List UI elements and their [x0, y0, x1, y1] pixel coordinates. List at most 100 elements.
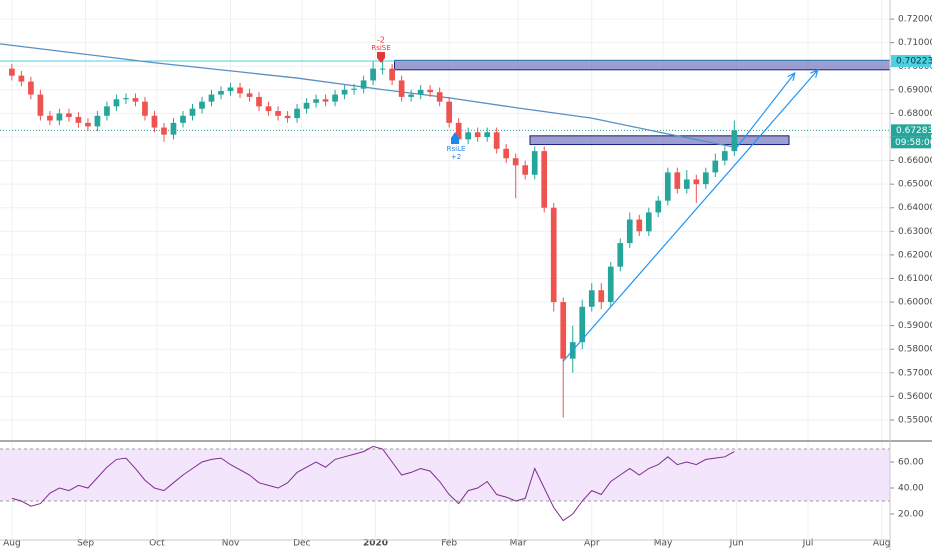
- candle-body: [731, 130, 738, 152]
- x-tick-label: 2020: [363, 539, 388, 549]
- candle-body: [465, 132, 472, 140]
- x-tick-label: Jun: [729, 539, 744, 549]
- candle-body: [9, 68, 15, 76]
- candle-body: [522, 165, 529, 175]
- trend-line: [562, 69, 819, 363]
- y-tick-label: 0.56000: [898, 392, 932, 402]
- candle-body: [265, 106, 272, 112]
- y-tick-label: 0.72000: [898, 15, 932, 25]
- y-tick-label: 0.61000: [898, 274, 932, 284]
- annotation: -2: [377, 36, 385, 45]
- candle-body: [303, 102, 310, 109]
- candle-body: [588, 290, 595, 307]
- countdown: 09:58:00: [895, 138, 932, 148]
- y-tick-label: 60.00: [898, 458, 924, 468]
- candle-body: [322, 99, 329, 102]
- candle-body: [294, 108, 300, 119]
- arrow-head: [787, 72, 796, 82]
- candle-body: [56, 113, 63, 121]
- candle-body: [123, 98, 129, 100]
- candle-body: [446, 101, 453, 123]
- candle-body: [161, 127, 167, 135]
- candle-body: [560, 302, 567, 359]
- supply-zone: [393, 59, 890, 71]
- x-tick-label: Mar: [510, 539, 527, 549]
- candle-body: [94, 115, 101, 127]
- candle-body: [208, 94, 215, 102]
- candle-body: [218, 91, 224, 95]
- candle-body: [37, 94, 44, 116]
- candle-body: [142, 101, 148, 116]
- candle-body: [712, 160, 719, 173]
- annotation: RsiSE: [371, 44, 390, 52]
- x-tick-label: Feb: [441, 539, 457, 549]
- candle-body: [636, 219, 643, 232]
- x-tick-label: Sep: [77, 539, 94, 549]
- candle-body: [313, 99, 319, 103]
- candle-body: [664, 172, 671, 201]
- candle-body: [598, 290, 605, 303]
- candle-body: [75, 116, 82, 123]
- candle-body: [702, 172, 709, 185]
- x-tick-label: Dec: [293, 539, 310, 549]
- candle-body: [626, 219, 633, 244]
- y-tick-label: 0.57000: [898, 368, 932, 378]
- candle-body: [617, 243, 624, 267]
- candle-body: [360, 80, 367, 89]
- candle-body: [275, 111, 281, 116]
- candle-body: [531, 151, 538, 175]
- price-label: 0.67283: [896, 126, 932, 136]
- candle-body: [351, 88, 357, 90]
- candle-body: [484, 132, 491, 137]
- sell-signal: [377, 52, 385, 63]
- candle-body: [85, 122, 91, 127]
- arrow-head: [810, 68, 819, 78]
- supply-zone: [529, 135, 790, 146]
- candle-body: [180, 115, 186, 123]
- price-label-box: [891, 55, 931, 68]
- candle-body: [151, 115, 158, 128]
- y-tick-label: 0.71000: [898, 38, 932, 48]
- candle-body: [389, 68, 395, 81]
- y-tick-label: 40.00: [898, 484, 924, 494]
- y-tick-label: 0.62000: [898, 250, 932, 260]
- x-tick-label: Jul: [802, 539, 814, 549]
- x-tick-label: Apr: [584, 539, 600, 549]
- candle-body: [256, 96, 262, 107]
- candle-body: [579, 306, 586, 343]
- candle-body: [721, 151, 728, 161]
- candle-body: [132, 98, 139, 102]
- candle-body: [503, 148, 510, 159]
- rsi-band: [0, 449, 890, 502]
- x-tick-label: Oct: [149, 539, 165, 549]
- candle-body: [104, 106, 110, 116]
- candle-body: [436, 92, 443, 102]
- trend-line: [734, 72, 796, 151]
- candle-body: [427, 89, 433, 93]
- candle-body: [693, 179, 700, 185]
- y-tick-label: 0.55000: [898, 415, 932, 425]
- candle-body: [28, 81, 34, 95]
- buy-signal: [451, 132, 459, 144]
- candle-body: [512, 158, 519, 166]
- candle-body: [655, 200, 662, 213]
- candle-body: [379, 68, 386, 70]
- y-tick-label: 0.65000: [898, 180, 932, 190]
- price-pane: [0, 0, 890, 440]
- candle-body: [645, 212, 652, 232]
- y-tick-label: 0.59000: [898, 321, 932, 331]
- y-tick-label: 20.00: [898, 510, 924, 520]
- candle-body: [237, 87, 243, 94]
- candle-body: [550, 207, 557, 303]
- candle-body: [398, 80, 405, 97]
- candle-body: [189, 108, 196, 116]
- candle-body: [370, 68, 376, 81]
- candle-body: [493, 132, 500, 149]
- candle-body: [541, 151, 548, 208]
- x-tick-label: Nov: [222, 539, 240, 549]
- y-tick-label: 0.69000: [898, 85, 932, 95]
- annotation: +2: [451, 153, 461, 161]
- candle-body: [246, 93, 253, 97]
- candle-body: [113, 99, 120, 107]
